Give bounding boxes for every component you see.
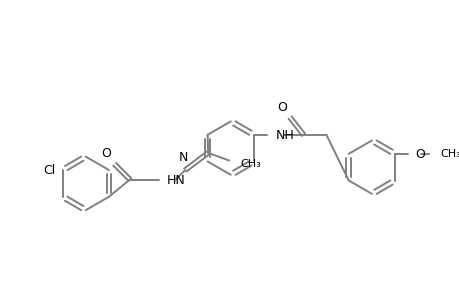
Text: HN: HN [167, 174, 185, 187]
Text: NH: NH [275, 129, 294, 142]
Text: CH₃: CH₃ [240, 159, 261, 169]
Text: O: O [414, 148, 424, 161]
Text: Cl: Cl [43, 164, 55, 176]
Text: O: O [277, 101, 287, 114]
Text: N: N [178, 151, 188, 164]
Text: CH₃: CH₃ [440, 149, 459, 159]
Text: O: O [101, 148, 111, 160]
